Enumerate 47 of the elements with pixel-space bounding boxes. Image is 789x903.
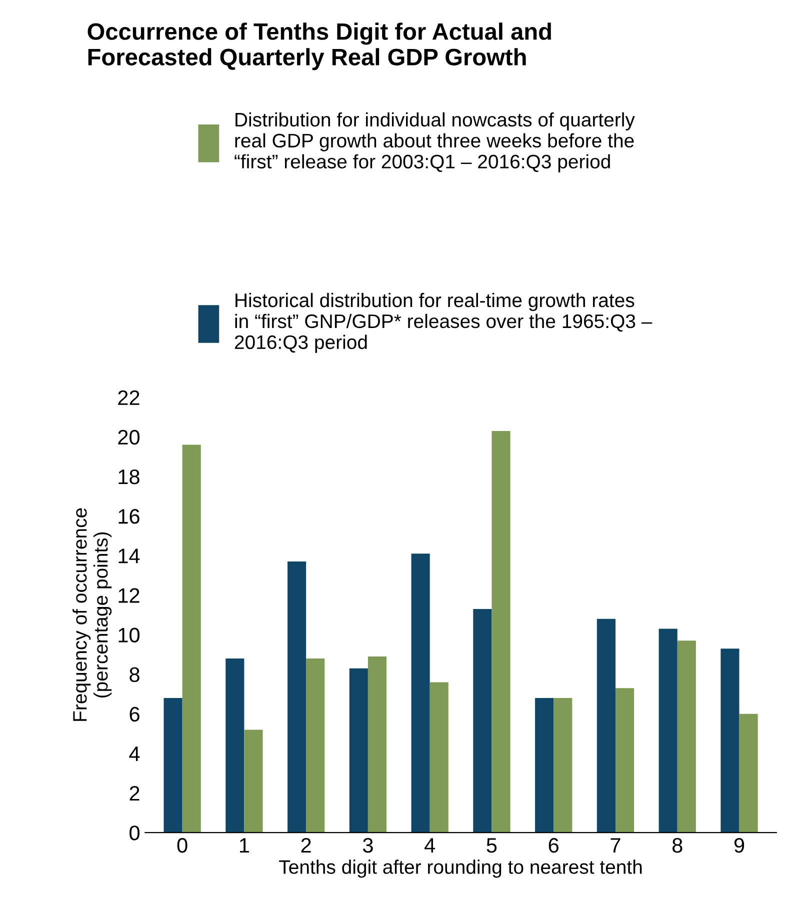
bar xyxy=(535,698,554,833)
bar xyxy=(658,628,678,833)
x-tick-label: 7 xyxy=(610,838,620,853)
x-tick-label: 8 xyxy=(672,838,682,853)
bar xyxy=(411,554,430,833)
y-tick-label: 18 xyxy=(118,469,140,484)
x-tick-label: 0 xyxy=(177,838,188,853)
chart-title: Occurrence of Tenths Digit for Actual and Forecasted Quarterly Real GDP Growth xyxy=(88,22,551,70)
bar xyxy=(615,688,634,833)
bar xyxy=(306,658,325,833)
x-tick-label: 1 xyxy=(240,838,249,853)
bar xyxy=(554,698,572,833)
y-tick-label: 20 xyxy=(118,430,140,445)
y-tick-label: 10 xyxy=(118,628,140,642)
y-axis-title: Frequency of occurrence (percentage points) xyxy=(72,508,112,721)
y-tick-label: 6 xyxy=(130,706,140,722)
bar xyxy=(720,648,740,833)
y-tick-label: 2 xyxy=(130,786,140,801)
y-tick-label: 22 xyxy=(118,390,140,405)
y-tick-label: 16 xyxy=(118,509,140,524)
bar xyxy=(596,618,616,833)
x-tick-label: 9 xyxy=(734,838,744,853)
bar xyxy=(492,430,510,833)
legend-label: Distribution for individual nowcasts of quarterly real GDP growth about three weeks before the “first” release for 2003:Q1 – 2016:Q3 period xyxy=(234,112,635,172)
bar xyxy=(349,668,368,833)
y-tick-label: 4 xyxy=(129,746,140,761)
bar xyxy=(368,656,387,833)
bar xyxy=(739,714,758,833)
bar xyxy=(164,698,182,833)
bar xyxy=(182,444,201,833)
y-tick-label: 8 xyxy=(130,667,140,682)
y-tick-label: 12 xyxy=(118,588,140,603)
x-tick-label: 6 xyxy=(548,838,558,853)
x-tick-label: 3 xyxy=(362,838,373,853)
legend-label: Historical distribution for real-time growth rates in “first” GNP/GDP* releases over the 1965:Q3 – 2016:Q3 period xyxy=(234,292,652,353)
bar xyxy=(473,609,492,833)
y-tick-label: 14 xyxy=(118,548,140,564)
x-tick-label: 5 xyxy=(486,838,497,853)
x-axis-title: Tenths digit after rounding to nearest tenth xyxy=(279,860,642,878)
bar xyxy=(226,658,244,833)
y-tick-label: 0 xyxy=(130,826,140,840)
bar xyxy=(677,640,696,833)
bar xyxy=(288,562,306,833)
x-tick-label: 4 xyxy=(424,838,436,853)
bar xyxy=(244,730,263,833)
x-tick-label: 2 xyxy=(301,838,311,853)
bar xyxy=(430,682,448,833)
